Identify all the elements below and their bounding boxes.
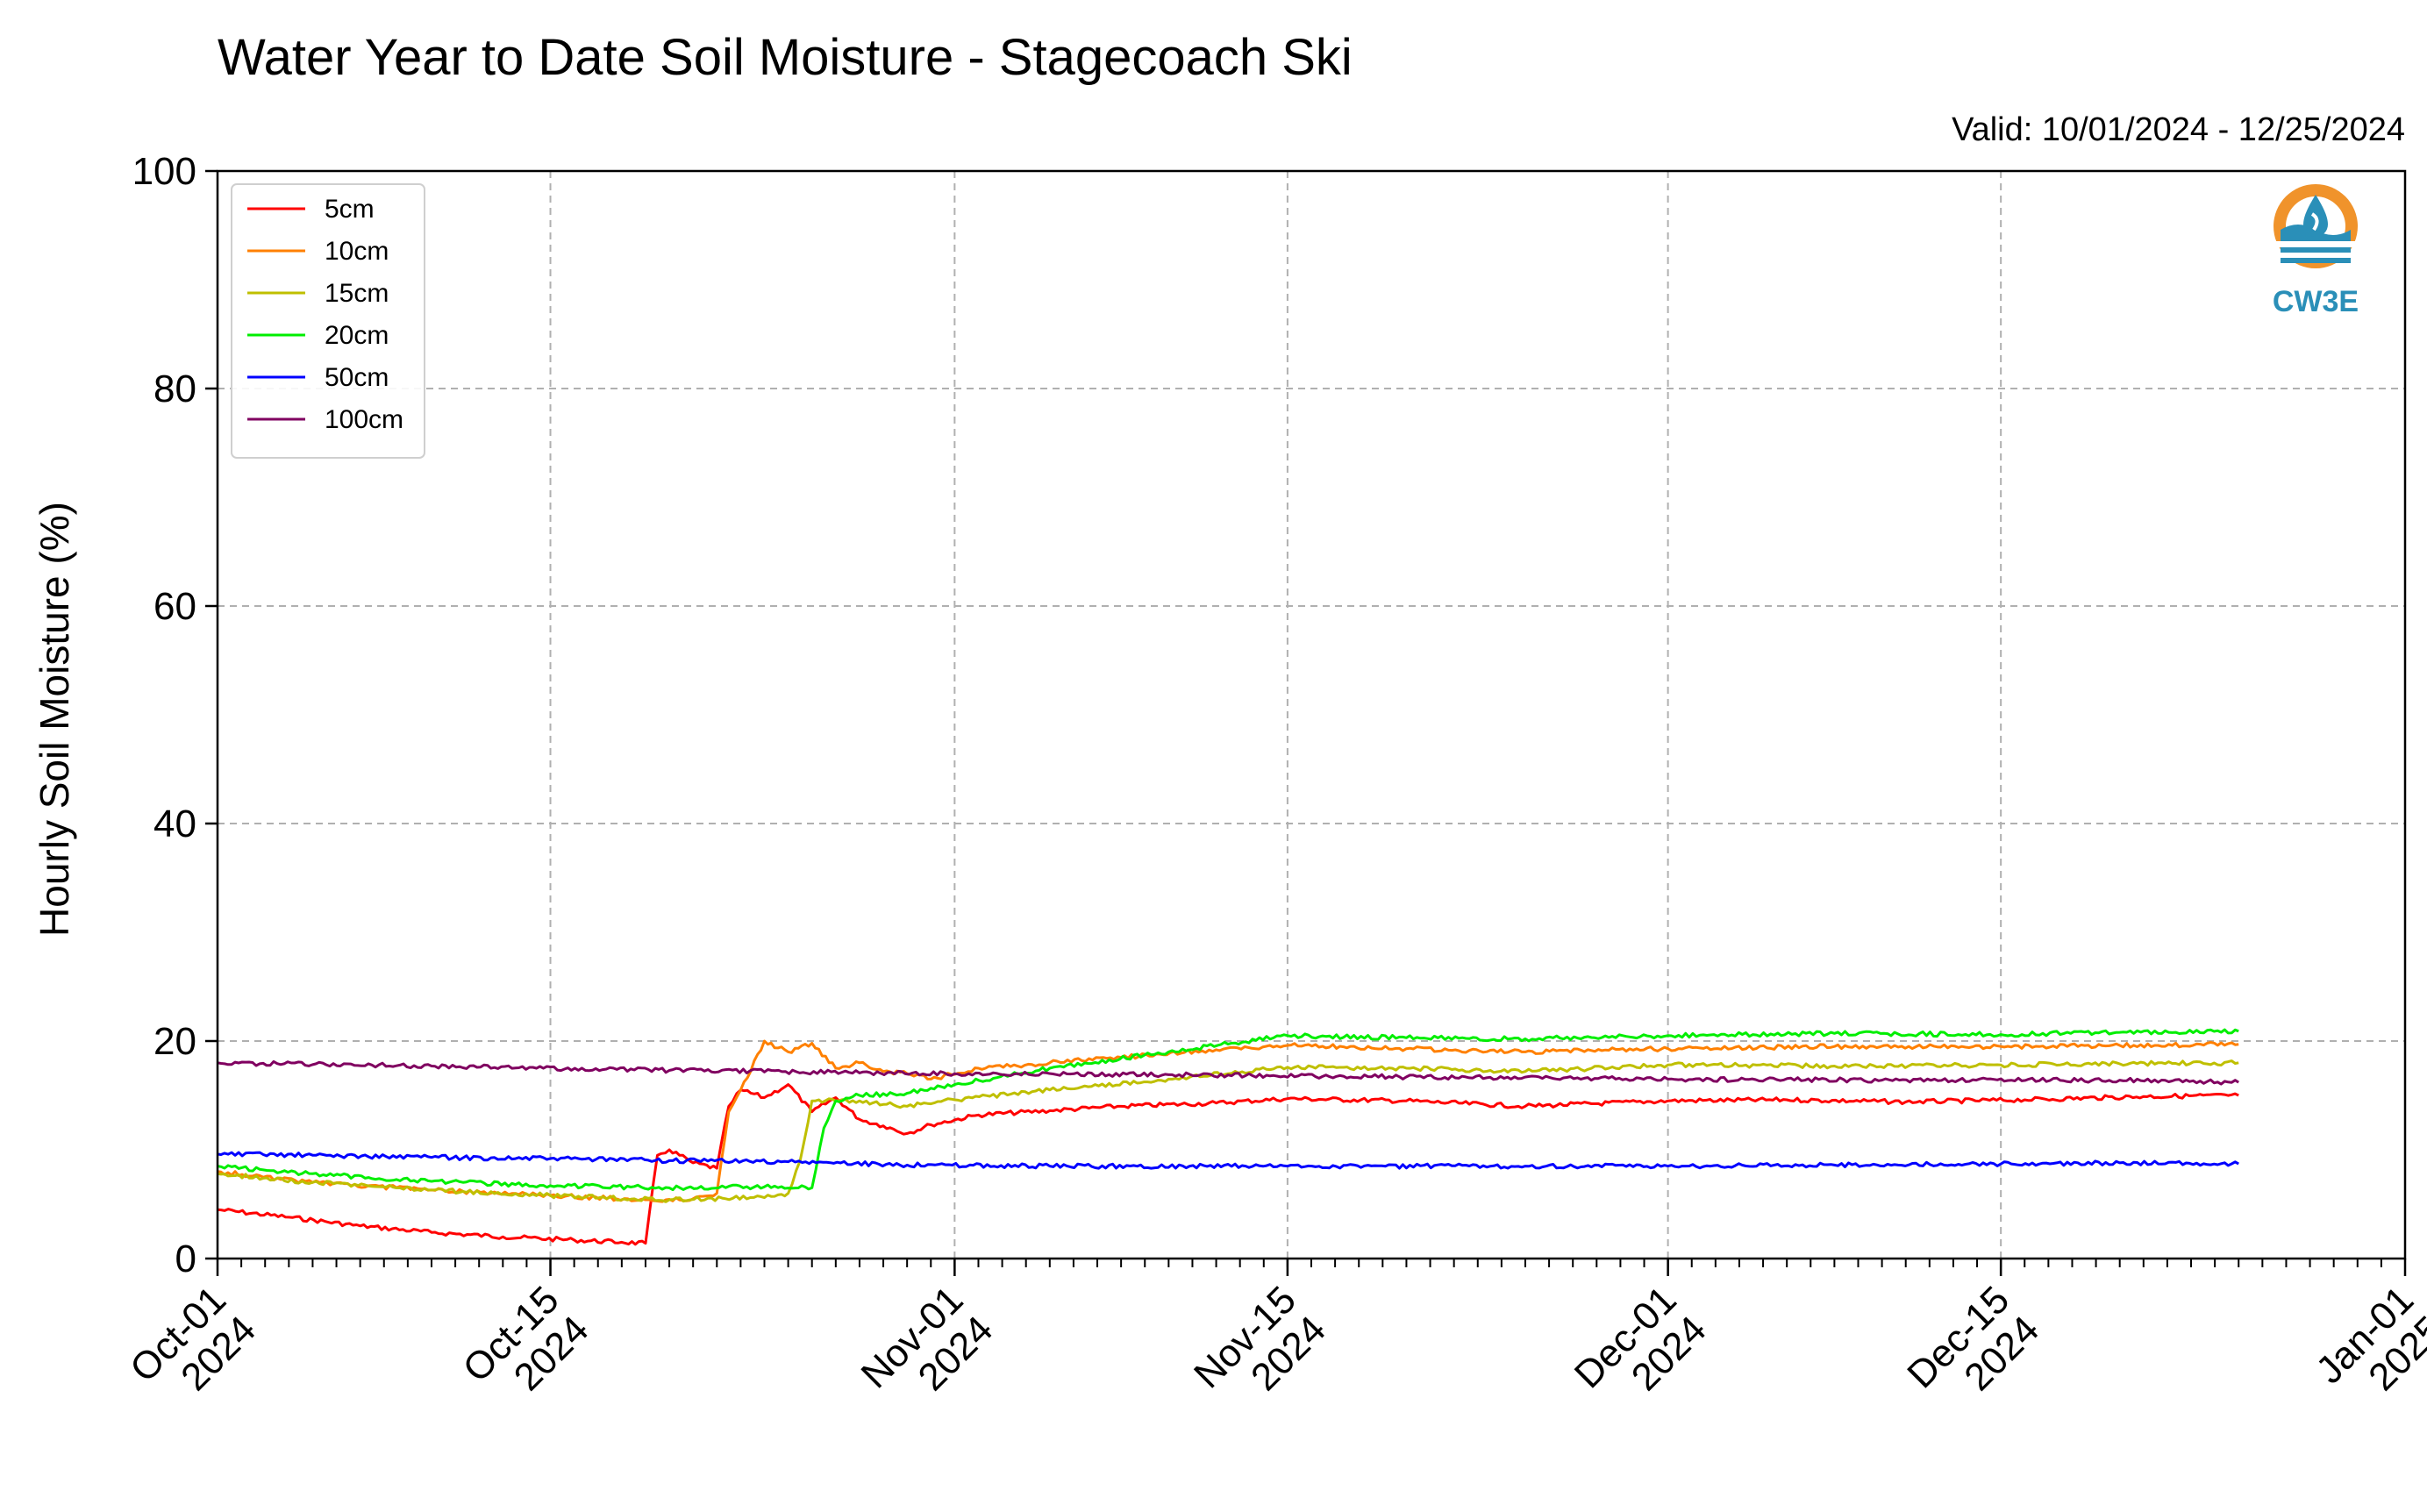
legend-entry-label: 10cm bbox=[325, 237, 389, 266]
chart-subtitle: Valid: 10/01/2024 - 12/25/2024 bbox=[1952, 111, 2405, 148]
legend-entry-label: 20cm bbox=[325, 321, 389, 350]
legend-entry-label: 15cm bbox=[325, 279, 389, 308]
logo-text: CW3E bbox=[2273, 285, 2359, 318]
series-line-50cm bbox=[217, 1151, 2239, 1170]
chart-title: Water Year to Date Soil Moisture - Stage… bbox=[218, 29, 1353, 86]
series-line-5cm bbox=[217, 1083, 2239, 1246]
series-line-15cm bbox=[217, 1059, 2239, 1203]
legend-box bbox=[231, 183, 425, 459]
legend-entry-label: 50cm bbox=[325, 363, 389, 392]
legend-entry-label: 5cm bbox=[325, 195, 375, 224]
series-line-20cm bbox=[217, 1028, 2239, 1192]
legend-entry-label: 100cm bbox=[325, 405, 403, 434]
series-line-10cm bbox=[217, 1039, 2239, 1203]
y-axis-label: Hourly Soil Moisture (%) bbox=[32, 502, 77, 937]
series-line-100cm bbox=[217, 1059, 2239, 1086]
y-tick-label: 60 bbox=[153, 585, 196, 628]
y-tick-label: 100 bbox=[132, 150, 196, 193]
legend: 5cm 10cm 15cm 20cm 50cm 100cm bbox=[231, 183, 425, 459]
series-lines bbox=[217, 1028, 2239, 1246]
y-tick-label: 0 bbox=[175, 1237, 196, 1280]
y-tick-label: 40 bbox=[153, 802, 196, 845]
y-tick-label: 20 bbox=[153, 1020, 196, 1063]
plot-frame bbox=[216, 169, 2407, 1260]
y-tick-label: 80 bbox=[153, 367, 196, 410]
cw3e-logo: CW3E bbox=[2273, 184, 2359, 318]
logo-wave-band-2 bbox=[2275, 253, 2356, 258]
logo-wave-band bbox=[2275, 241, 2356, 247]
logo-drop-highlight bbox=[2310, 212, 2319, 232]
grid-lines bbox=[218, 171, 2405, 1259]
